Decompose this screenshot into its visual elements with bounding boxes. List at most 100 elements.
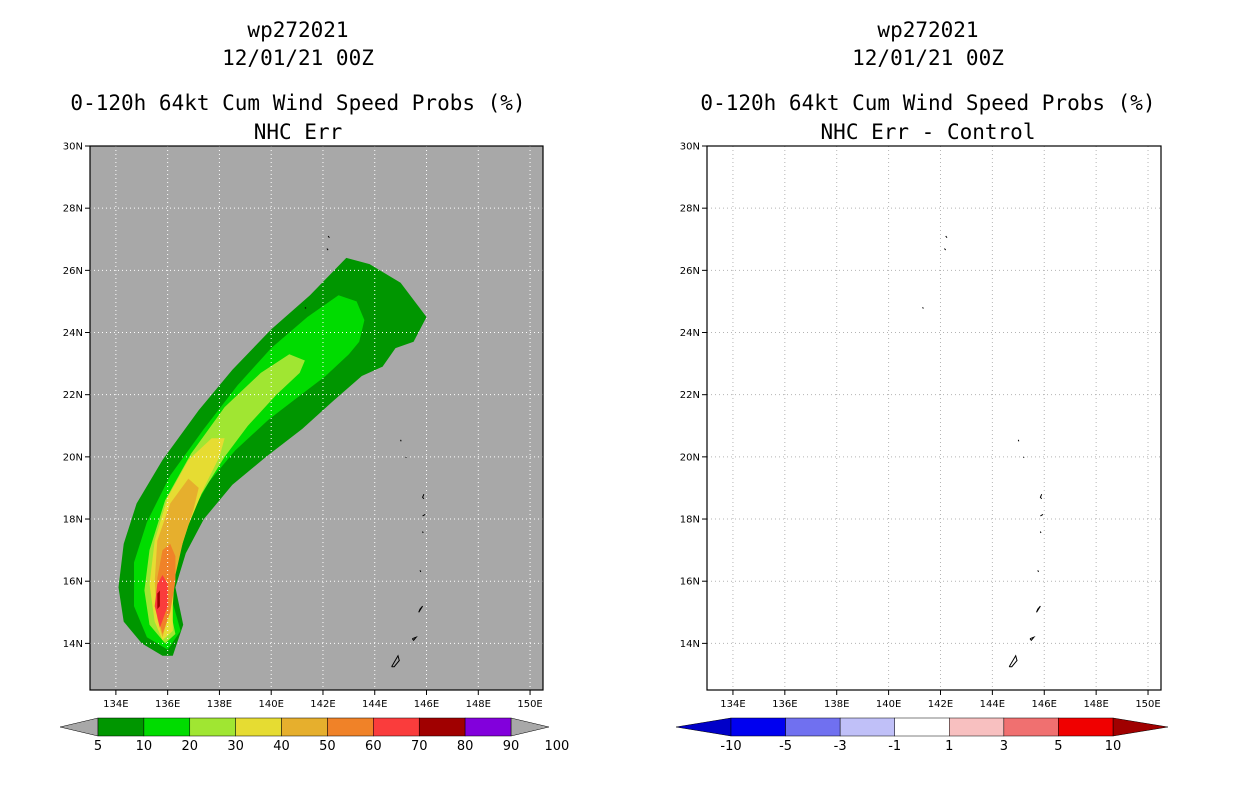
left-colorbar-box bbox=[418, 717, 466, 737]
left-y-tick-label: 28N bbox=[63, 204, 83, 215]
right-colorbar-label: 10 bbox=[1105, 739, 1122, 754]
left-storm-id: wp272021 bbox=[247, 18, 349, 42]
left-y-tick-label: 20N bbox=[63, 452, 83, 463]
left-colorbar-label: 80 bbox=[457, 739, 474, 754]
right-island-outline bbox=[1039, 494, 1043, 500]
right-colorbar-label: -3 bbox=[834, 739, 847, 754]
right-x-tick-label: 142E bbox=[928, 699, 953, 710]
right-colorbar-box bbox=[1003, 717, 1059, 737]
left-colorbar-label: 70 bbox=[411, 739, 428, 754]
left-island-outline bbox=[418, 605, 424, 613]
left-y-tick-label: 16N bbox=[63, 577, 83, 588]
left-x-tick-label: 134E bbox=[103, 699, 128, 710]
left-colorbar-box bbox=[189, 717, 236, 737]
right-colorbar-box bbox=[839, 717, 895, 737]
left-contour-80-90 bbox=[157, 590, 160, 610]
right-colorbar-box bbox=[949, 717, 1005, 737]
left-island-outline bbox=[411, 636, 418, 642]
left-colorbar-box bbox=[97, 717, 145, 737]
right-y-tick-label: 22N bbox=[680, 390, 700, 401]
right-y-tick-label: 14N bbox=[680, 639, 700, 650]
right-y-tick-label: 20N bbox=[680, 452, 700, 463]
left-colorbar-low-arrow bbox=[59, 717, 99, 737]
right-colorbar: -10 -5 -3 -1 1 3 5 10 bbox=[675, 717, 1169, 754]
left-x-tick-label: 150E bbox=[517, 699, 542, 710]
left-contour-60-70 bbox=[154, 575, 168, 628]
left-y-tick-label: 14N bbox=[63, 639, 83, 650]
right-island-outline bbox=[1008, 654, 1018, 668]
left-plot-frame bbox=[89, 145, 544, 691]
left-y-tick-label: 30N bbox=[63, 142, 83, 153]
left-y-tick-label: 24N bbox=[63, 328, 83, 339]
left-contour-10-20 bbox=[134, 295, 365, 650]
left-colorbar-label: 20 bbox=[182, 739, 199, 754]
right-x-tick-label: 150E bbox=[1135, 699, 1160, 710]
left-island-outline bbox=[327, 235, 330, 239]
left-colorbar-label: 100 bbox=[544, 739, 569, 754]
left-colorbar-label: 30 bbox=[227, 739, 244, 754]
left-y-tick-label: 18N bbox=[63, 515, 83, 526]
right-colorbar-box bbox=[730, 717, 786, 737]
right-island-outline bbox=[1040, 513, 1044, 517]
left-map-panel: 134E 136E 138E 140E 142E 144E 146E 148E 150E 14N 1… bbox=[63, 142, 544, 710]
right-subtitle: NHC Err - Control bbox=[820, 120, 1036, 144]
right-island-outline bbox=[945, 235, 948, 239]
left-island-outline bbox=[400, 439, 402, 442]
right-x-tick-label: 134E bbox=[720, 699, 745, 710]
right-island-outline bbox=[1037, 570, 1039, 573]
right-x-tick-label: 140E bbox=[876, 699, 901, 710]
right-x-tick-label: 138E bbox=[824, 699, 849, 710]
right-colorbar-label: -5 bbox=[779, 739, 792, 754]
left-contour-5-10 bbox=[118, 257, 427, 656]
right-colorbar-box bbox=[1058, 717, 1114, 737]
left-x-tick-label: 148E bbox=[466, 699, 491, 710]
left-colorbar-label: 90 bbox=[503, 739, 520, 754]
left-x-tick-label: 138E bbox=[207, 699, 232, 710]
left-island-outline bbox=[326, 248, 329, 251]
right-colorbar-label: -1 bbox=[888, 739, 901, 754]
left-x-tick-label: 146E bbox=[414, 699, 439, 710]
right-plot-background bbox=[707, 146, 1161, 690]
left-y-tick-label: 22N bbox=[63, 390, 83, 401]
right-island-outline bbox=[1039, 531, 1042, 534]
right-island-outline bbox=[1029, 636, 1036, 642]
left-colorbar-label: 50 bbox=[319, 739, 336, 754]
left-colorbar-box bbox=[143, 717, 191, 737]
left-contour-20-30 bbox=[144, 354, 305, 644]
left-colorbar-label: 5 bbox=[94, 739, 102, 754]
left-plot-background bbox=[90, 146, 543, 690]
right-colorbar-low-arrow bbox=[675, 717, 732, 737]
right-map-panel: 134E 136E 138E 140E 142E 144E 146E 148E 150E 14N 1… bbox=[680, 142, 1162, 710]
left-product-title: 0-120h 64kt Cum Wind Speed Probs (%) bbox=[70, 91, 526, 115]
right-x-tick-label: 148E bbox=[1083, 699, 1108, 710]
right-y-tick-label: 28N bbox=[680, 204, 700, 215]
right-plot-frame bbox=[706, 145, 1162, 691]
right-island-outline bbox=[944, 248, 947, 251]
right-x-tick-label: 144E bbox=[980, 699, 1005, 710]
left-island-outline bbox=[422, 531, 424, 534]
left-contour-30-40 bbox=[149, 438, 225, 641]
right-colorbar-label: -10 bbox=[720, 739, 741, 754]
left-colorbar-box bbox=[235, 717, 282, 737]
left-x-tick-label: 144E bbox=[362, 699, 387, 710]
right-y-tick-label: 16N bbox=[680, 577, 700, 588]
left-colorbar-box bbox=[327, 717, 374, 737]
left-colorbar: 5 10 20 30 40 50 60 70 80 90 100 bbox=[59, 717, 569, 754]
right-product-title: 0-120h 64kt Cum Wind Speed Probs (%) bbox=[700, 91, 1156, 115]
left-island-outline bbox=[405, 456, 407, 459]
left-y-tick-label: 26N bbox=[63, 266, 83, 277]
right-datetime: 12/01/21 00Z bbox=[852, 46, 1004, 70]
left-island-outline bbox=[304, 307, 307, 309]
right-x-tick-label: 136E bbox=[772, 699, 797, 710]
right-x-tick-label: 146E bbox=[1032, 699, 1057, 710]
left-colorbar-label: 40 bbox=[273, 739, 290, 754]
left-island-outline bbox=[422, 513, 426, 517]
left-contour-50-60 bbox=[157, 543, 176, 634]
right-colorbar-box bbox=[894, 717, 950, 737]
left-colorbar-box bbox=[373, 717, 420, 737]
right-colorbar-label: 5 bbox=[1054, 739, 1062, 754]
right-y-tick-label: 24N bbox=[680, 328, 700, 339]
left-subtitle: NHC Err bbox=[253, 120, 343, 144]
right-colorbar-box bbox=[785, 717, 841, 737]
right-island-outline bbox=[1023, 456, 1025, 459]
